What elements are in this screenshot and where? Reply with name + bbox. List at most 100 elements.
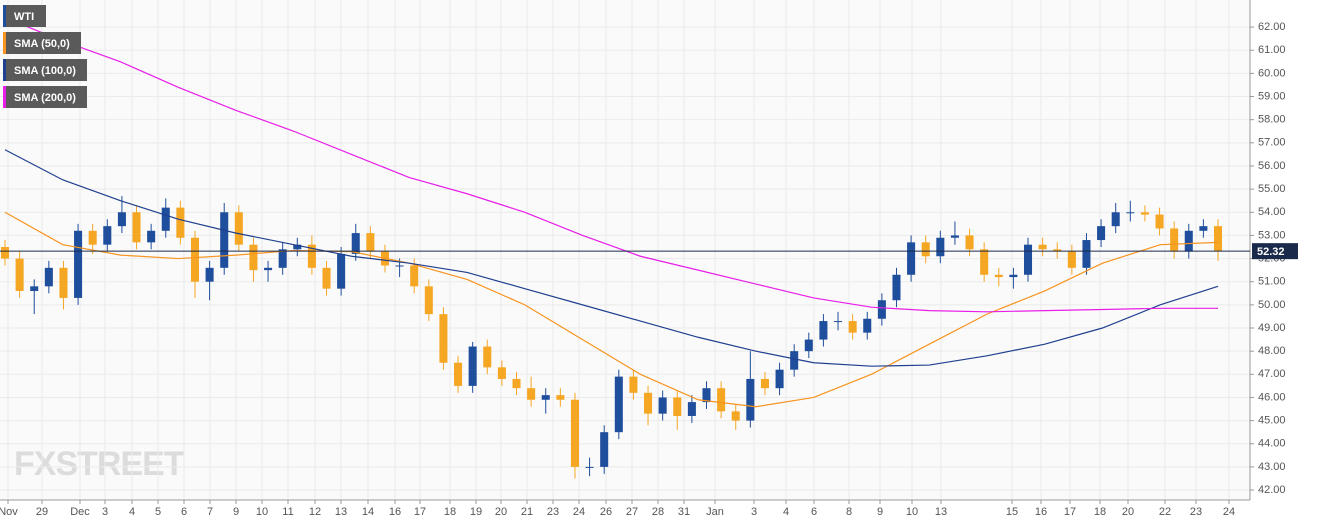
x-tick-label: 27	[626, 506, 638, 518]
y-tick-label: 45.00	[1258, 415, 1286, 427]
x-tick-label: 21	[521, 506, 533, 518]
y-tick-label: 51.00	[1258, 276, 1286, 288]
legend-entry: SMA (200,0)	[3, 86, 87, 108]
y-tick-label: 57.00	[1258, 137, 1286, 149]
candle-body	[585, 466, 594, 468]
x-tick-label: 18	[444, 506, 456, 518]
candle-body	[1067, 251, 1076, 268]
candle-body	[819, 321, 828, 340]
candle-body	[760, 378, 769, 389]
candle-body	[731, 411, 740, 421]
y-tick-label: 58.00	[1258, 114, 1286, 126]
x-tick-label: 24	[573, 506, 585, 518]
x-tick-label: 26	[600, 506, 612, 518]
candle-body	[907, 242, 916, 275]
x-tick-label: 22	[1159, 506, 1171, 518]
candle-body	[527, 388, 536, 400]
candle-body	[950, 235, 959, 238]
candle-body	[117, 212, 126, 227]
y-tick-label: 50.00	[1258, 299, 1286, 311]
x-tick-label: 9	[877, 506, 883, 518]
candle-body	[804, 339, 813, 352]
y-tick-label: 47.00	[1258, 368, 1286, 380]
candle-body	[1126, 212, 1135, 214]
x-tick-label: 17	[414, 506, 426, 518]
candle-body	[468, 346, 477, 386]
candle-body	[176, 207, 185, 238]
watermark: FXSTREET	[14, 445, 185, 483]
candle-body	[395, 265, 404, 267]
candle-body	[234, 212, 243, 245]
candle-body	[410, 265, 419, 287]
x-tick-label: 16	[1035, 506, 1047, 518]
sma-line	[4, 17, 1218, 313]
x-tick-label: 9	[233, 506, 239, 518]
candle-body	[366, 233, 375, 252]
y-tick-label: 43.00	[1258, 461, 1286, 473]
candle-body	[205, 267, 214, 282]
last-price-label: 52.32	[1257, 246, 1285, 258]
x-tick-label: 11	[282, 506, 293, 518]
y-tick-label: 62.00	[1258, 21, 1286, 33]
candle-body	[147, 230, 156, 243]
candle-body	[936, 237, 945, 257]
x-tick-label: 10	[906, 506, 918, 518]
candle-body	[644, 392, 653, 414]
candle-body	[161, 207, 170, 231]
candle-body	[1038, 244, 1047, 250]
candle-body	[1082, 240, 1091, 268]
legend-box	[3, 32, 81, 54]
candle-body	[30, 286, 39, 291]
candle-body	[746, 378, 755, 421]
legend-swatch	[3, 32, 6, 54]
candle-body	[59, 267, 68, 298]
y-tick-label: 59.00	[1258, 90, 1286, 102]
candle-body	[497, 367, 506, 379]
x-tick-label: Dec	[70, 506, 90, 518]
candle-body	[1053, 249, 1062, 252]
x-tick-label: 6	[181, 506, 187, 518]
candle-body	[483, 346, 492, 368]
x-tick-label: 18	[1094, 506, 1106, 518]
x-tick-label: 6	[811, 506, 817, 518]
x-tick-label: 15	[1006, 506, 1018, 518]
candle-body	[132, 212, 141, 243]
x-tick-label: 31	[678, 506, 690, 518]
candle-body	[249, 244, 258, 271]
x-tick-label: 24	[1223, 506, 1235, 518]
y-tick-label: 61.00	[1258, 44, 1286, 56]
candle-body	[980, 249, 989, 275]
legend-swatch	[3, 86, 6, 108]
candle-body	[74, 230, 83, 298]
candle-body	[278, 249, 287, 268]
candle-body	[1213, 226, 1223, 252]
candle-body	[190, 237, 200, 282]
y-tick-label: 56.00	[1258, 160, 1286, 172]
candle-body	[0, 246, 10, 259]
legend-entry: WTI	[3, 5, 46, 27]
y-tick-label: 42.00	[1258, 484, 1286, 496]
y-tick-label: 44.00	[1258, 438, 1286, 450]
candle-body	[1140, 212, 1149, 215]
x-tick-label: 20	[495, 506, 507, 518]
candle-body	[790, 351, 799, 370]
legend-box	[3, 59, 87, 81]
candle-body	[1155, 214, 1164, 229]
y-tick-label: 49.00	[1258, 322, 1286, 334]
x-tick-label: 20	[1122, 506, 1134, 518]
plot	[0, 17, 1223, 479]
candle-body	[687, 402, 696, 416]
y-tick-label: 48.00	[1258, 345, 1286, 357]
candle-body	[439, 314, 448, 363]
candle-body	[775, 369, 784, 389]
x-tick-label: 3	[751, 506, 757, 518]
x-tick-label: 23	[1190, 506, 1202, 518]
x-tick-label: 4	[129, 506, 135, 518]
x-tick-label: 8	[846, 506, 852, 518]
legend-swatch	[3, 59, 6, 81]
candle-body	[629, 376, 638, 393]
candle-body	[1170, 228, 1179, 252]
x-tick-label: 28	[652, 506, 664, 518]
candle-body	[702, 388, 711, 403]
